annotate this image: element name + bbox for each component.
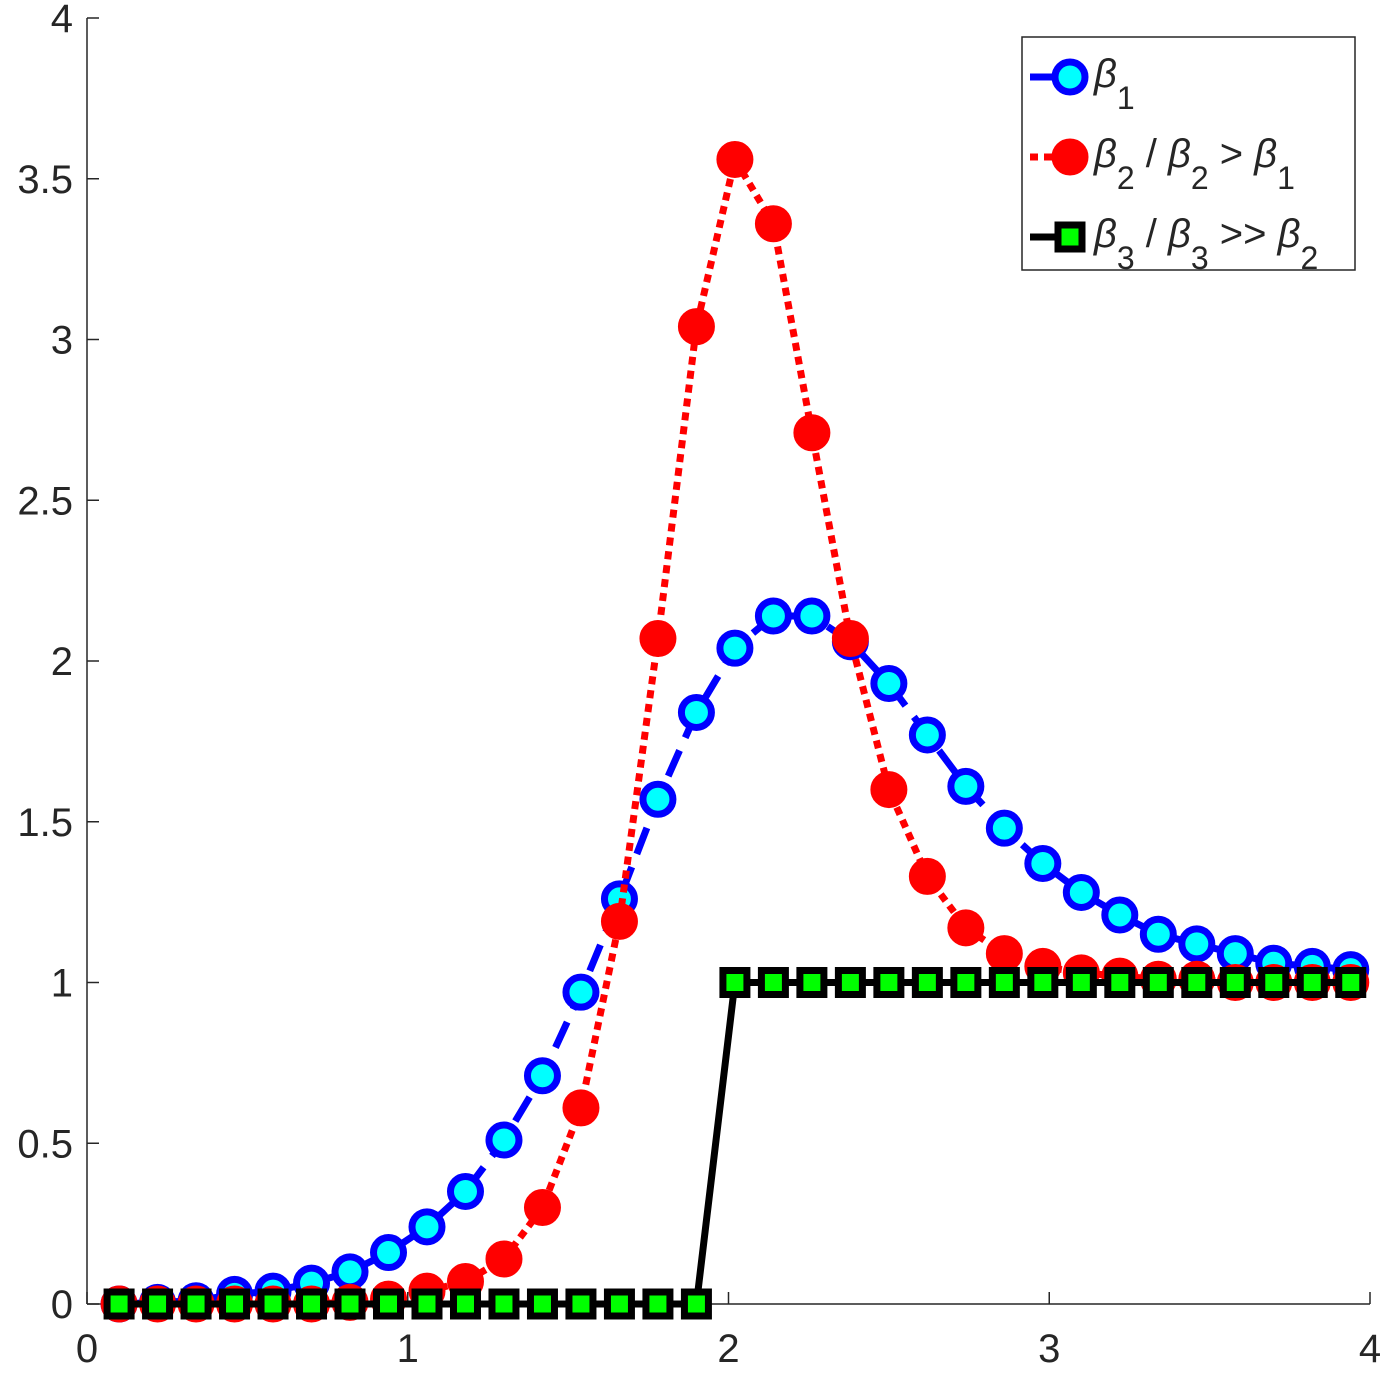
- legend-label: β2​ / β2​ > β1​: [1093, 132, 1295, 196]
- marker: [1139, 915, 1177, 953]
- legend-label: β1​: [1093, 52, 1135, 116]
- marker: [677, 693, 715, 731]
- marker: [1142, 967, 1174, 998]
- marker: [523, 1189, 561, 1227]
- marker: [677, 308, 715, 346]
- marker: [793, 597, 831, 635]
- marker: [870, 771, 908, 809]
- marker: [1296, 967, 1328, 998]
- marker: [180, 1288, 212, 1320]
- marker: [873, 967, 905, 998]
- marker: [985, 809, 1023, 847]
- marker: [485, 1240, 523, 1278]
- marker: [526, 1288, 558, 1320]
- marker: [947, 767, 985, 805]
- marker: [1051, 58, 1089, 96]
- marker: [562, 973, 600, 1011]
- y-tick-label: 0.5: [17, 1122, 73, 1166]
- marker: [754, 597, 792, 635]
- marker: [793, 414, 831, 452]
- marker: [331, 1253, 369, 1291]
- marker: [639, 780, 677, 818]
- marker: [716, 629, 754, 667]
- marker: [985, 935, 1023, 973]
- marker: [562, 1089, 600, 1127]
- marker: [908, 857, 946, 895]
- marker: [834, 967, 866, 998]
- marker: [1027, 967, 1059, 998]
- x-tick-label: 1: [397, 1327, 419, 1371]
- marker: [408, 1208, 446, 1246]
- marker: [103, 1288, 135, 1320]
- marker: [716, 140, 754, 178]
- marker: [1051, 138, 1089, 176]
- marker: [911, 967, 943, 998]
- legend-label: β3​ / β3​ >> β2​: [1093, 212, 1318, 276]
- marker: [334, 1288, 366, 1320]
- marker: [565, 1288, 597, 1320]
- marker: [950, 967, 982, 998]
- marker: [219, 1288, 251, 1320]
- y-tick-label: 2.5: [17, 479, 73, 523]
- y-tick-label: 1.5: [17, 801, 73, 845]
- marker: [1178, 925, 1216, 963]
- marker: [296, 1288, 328, 1320]
- marker: [639, 619, 677, 657]
- marker: [680, 1288, 712, 1320]
- marker: [142, 1288, 174, 1320]
- marker: [370, 1234, 408, 1272]
- marker: [947, 909, 985, 947]
- marker: [757, 967, 789, 998]
- marker: [1065, 967, 1097, 998]
- marker: [796, 967, 828, 998]
- marker: [603, 1288, 635, 1320]
- y-tick-label: 2: [51, 640, 73, 684]
- marker: [1101, 896, 1139, 934]
- marker: [485, 1121, 523, 1159]
- marker: [1104, 967, 1136, 998]
- x-tick-label: 0: [76, 1327, 98, 1371]
- legend: β1​ β2​ / β2​ > β1​ β3​ / β3​ >> β2​: [1021, 36, 1356, 276]
- y-tick-label: 1: [51, 962, 73, 1006]
- marker: [1062, 873, 1100, 911]
- marker: [373, 1288, 405, 1320]
- marker: [449, 1288, 481, 1320]
- y-tick-label: 3: [51, 319, 73, 363]
- marker: [600, 902, 638, 940]
- marker: [488, 1288, 520, 1320]
- marker: [1335, 967, 1367, 998]
- marker: [523, 1057, 561, 1095]
- x-tick-label: 4: [1359, 1327, 1381, 1371]
- marker: [1054, 221, 1086, 253]
- x-tick-label: 2: [717, 1327, 739, 1371]
- marker: [1258, 967, 1290, 998]
- marker: [1219, 967, 1251, 998]
- marker: [1181, 967, 1213, 998]
- marker: [446, 1172, 484, 1210]
- marker: [988, 967, 1020, 998]
- marker: [1024, 845, 1062, 883]
- marker: [754, 205, 792, 243]
- marker: [257, 1288, 289, 1320]
- marker: [908, 716, 946, 754]
- marker: [411, 1288, 443, 1320]
- x-tick-label: 3: [1038, 1327, 1060, 1371]
- y-tick-label: 3.5: [17, 158, 73, 202]
- y-tick-label: 0: [51, 1283, 73, 1327]
- marker: [831, 619, 869, 657]
- marker: [642, 1288, 674, 1320]
- marker: [719, 967, 751, 998]
- marker: [870, 665, 908, 703]
- y-tick-label: 4: [51, 0, 73, 41]
